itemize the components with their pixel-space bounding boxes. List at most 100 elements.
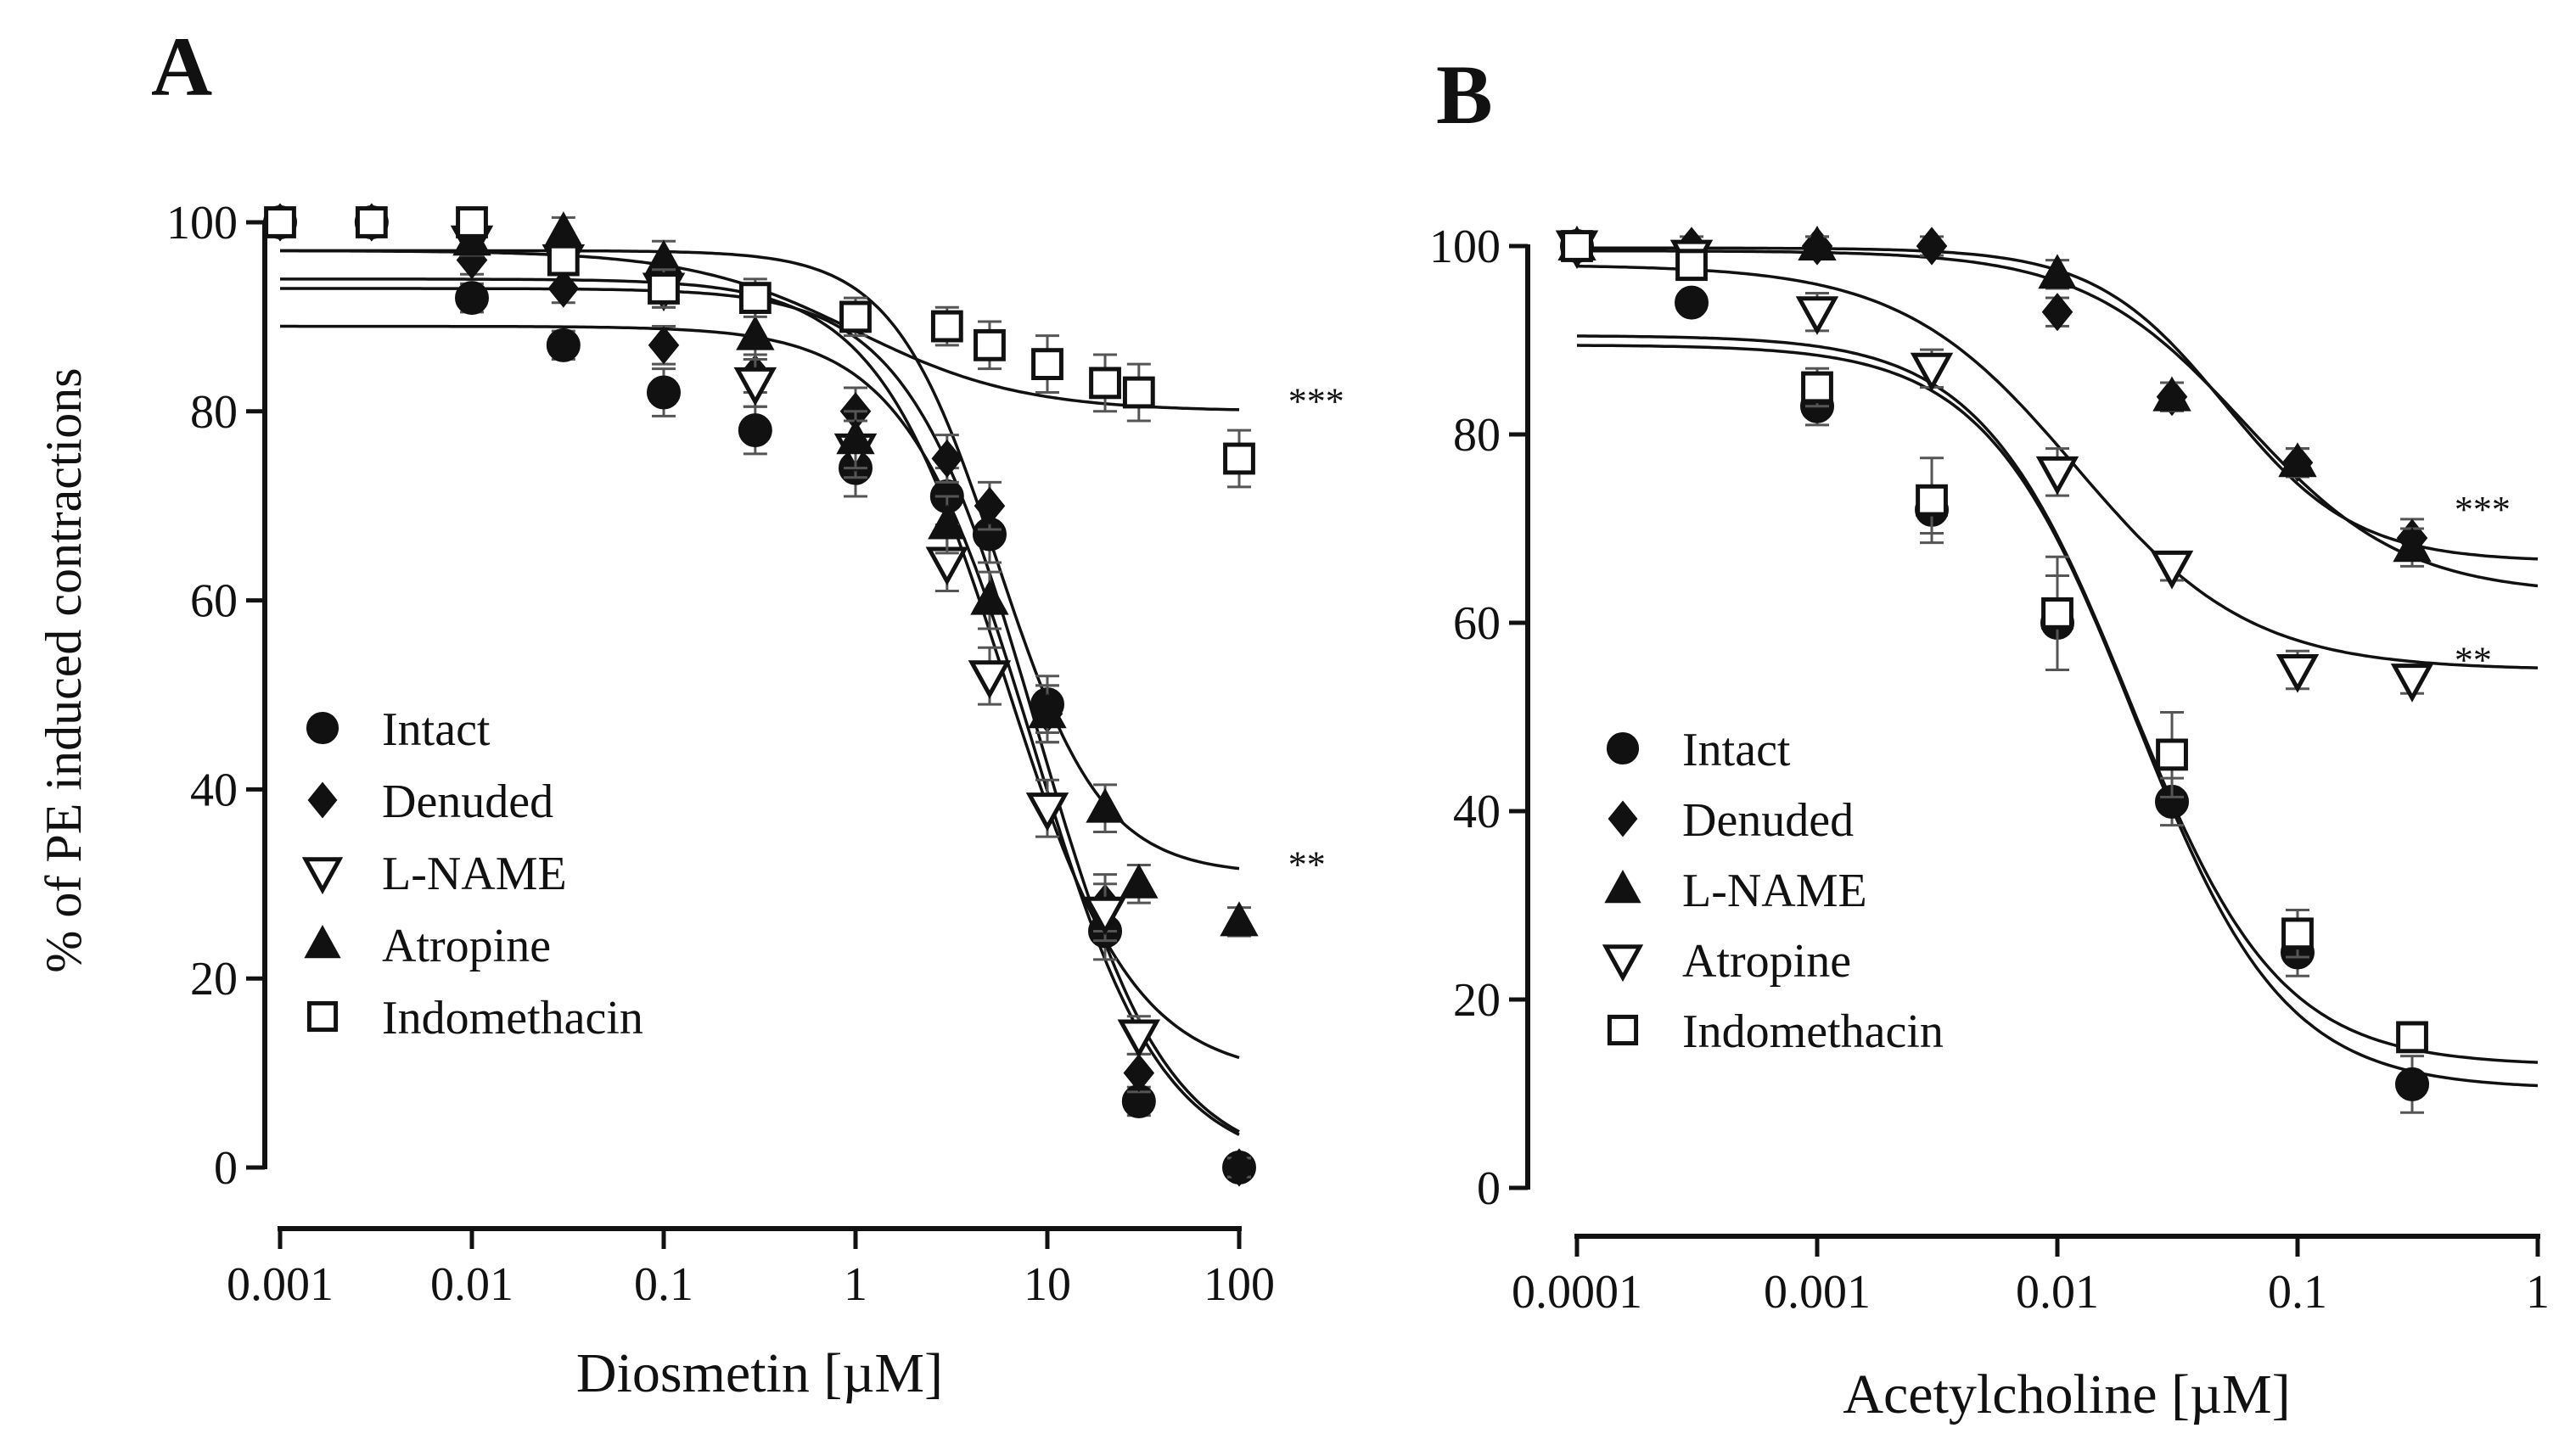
panel-b-fit-curve-intact xyxy=(1576,344,2539,1088)
panel-a-data-point xyxy=(968,660,1012,699)
panel-b-x-tick-label: 0.01 xyxy=(2016,1266,2099,1319)
panel-a-y-tick-label: 80 xyxy=(190,386,238,439)
panel-b-y-tick-label: 60 xyxy=(1453,597,1501,650)
panel-b-legend-label: Atropine xyxy=(1682,935,1851,988)
panel-a-series-indomethacin xyxy=(264,206,1255,489)
panel-a-data-point xyxy=(1089,367,1121,400)
panel-b-data-point xyxy=(1561,230,1593,262)
panel-a-data-point xyxy=(355,206,388,238)
panel-b-x-tick-label: 1 xyxy=(2526,1266,2550,1319)
panel-b-data-point xyxy=(2038,254,2077,289)
panel-b-data-point xyxy=(2393,527,2432,563)
panel-b-legend-marker xyxy=(1607,1014,1639,1046)
panel-a-data-point xyxy=(839,300,872,333)
panel-a-data-point xyxy=(1025,792,1069,832)
panel-b-legend-marker xyxy=(1608,800,1638,837)
panel-b-fit-curve-atropine xyxy=(1576,264,2539,669)
panel-b-legend-marker xyxy=(1602,944,1644,983)
panel-b-legend-label: Indomethacin xyxy=(1682,1005,1944,1058)
panel-b-legend-label: Intact xyxy=(1682,724,1791,776)
panel-a-label: A xyxy=(151,20,212,114)
panel-a-legend: Intact Denuded L-NAME Atropine Indomethacin xyxy=(301,703,643,1044)
panel-a-data-point xyxy=(546,328,581,362)
panel-b-legend: Intact Denuded L-NAME Atropine Indomethacin xyxy=(1602,724,1944,1058)
panel-a-data-point xyxy=(547,269,580,308)
panel-a-legend-marker xyxy=(306,711,339,745)
panel-a-legend-marker xyxy=(307,781,338,819)
panel-a-data-point xyxy=(648,272,680,305)
panel-b-data-point xyxy=(2396,1021,2428,1054)
panel-b-y-tick-label: 0 xyxy=(1477,1162,1501,1215)
panel-b-fit-curve-indomethacin xyxy=(1577,334,2539,1064)
panel-a-data-point xyxy=(648,326,680,365)
panel-a-data-point xyxy=(1119,863,1159,899)
panel-b-data-point xyxy=(1916,484,1948,517)
panel-a-legend-label: Atropine xyxy=(382,920,551,972)
panel-b-label: B xyxy=(1436,48,1493,142)
panel-b-y-tick-label: 40 xyxy=(1453,786,1501,838)
panel-a-y-tick-label: 40 xyxy=(190,764,238,816)
panel-a-legend-label: Intact xyxy=(382,703,491,756)
panel-b-data-point xyxy=(1798,225,1837,260)
panel-a-data-point xyxy=(1086,787,1125,823)
panel-a-data-point xyxy=(647,375,681,410)
panel-a-data-point xyxy=(1031,348,1063,381)
panel-b-x-tick-label: 0.001 xyxy=(1764,1266,1871,1319)
panel-a-data-point xyxy=(1083,896,1127,936)
panel-a-data-point xyxy=(733,367,777,406)
panel-b-data-point xyxy=(1795,296,1839,335)
panel-b-significance-label: ** xyxy=(2455,639,2492,680)
panel-a-x-tick-label: 0.01 xyxy=(430,1258,513,1311)
panel-b-data-point xyxy=(2035,456,2079,496)
panel-a-legend-marker xyxy=(306,1000,339,1033)
panel-a-x-tick-label: 1 xyxy=(844,1258,867,1311)
panel-b-x-axis-title: Acetylcholine [µM] xyxy=(1843,1364,2290,1425)
panel-a-data-point xyxy=(974,328,1006,361)
panel-a-x-tick-label: 10 xyxy=(1024,1258,1071,1311)
panel-b-data-point xyxy=(2150,550,2194,590)
panel-b-y-tick-label: 100 xyxy=(1429,221,1501,273)
panel-a-data-point xyxy=(836,419,875,455)
panel-a-data-point xyxy=(1220,901,1259,937)
panel-a-data-point xyxy=(738,413,772,448)
panel-b-data-point xyxy=(2278,442,2317,478)
panel-b-legend-label: L-NAME xyxy=(1682,865,1867,917)
panel-a-series-atropine xyxy=(452,211,1259,938)
panel-a-y-tick-label: 60 xyxy=(190,575,238,628)
panel-b-data-point xyxy=(2152,376,2191,412)
panel-b-legend-marker xyxy=(1604,870,1641,904)
panel-b-data-point xyxy=(2041,597,2073,630)
panel-a-x-tick-label: 0.001 xyxy=(227,1258,334,1311)
panel-b-data-point xyxy=(1910,352,1954,392)
panel-a-data-point xyxy=(452,221,491,256)
panel-b-y-tick-label: 80 xyxy=(1453,409,1501,462)
panel-a-legend-label: Indomethacin xyxy=(382,992,643,1044)
panel-a-data-point xyxy=(974,486,1006,525)
panel-a-data-point xyxy=(456,206,488,238)
panel-b-data-point xyxy=(2275,654,2320,693)
panel-a-x-tick-label: 100 xyxy=(1204,1258,1275,1311)
panel-a-data-point xyxy=(1223,1148,1255,1187)
panel-a-data-point xyxy=(1117,1019,1161,1059)
panel-a-axes: 0 20 40 60 80 100 0.001 0.01 0.1 1 10 100 xyxy=(166,197,1275,1311)
panel-b-legend-label: Denuded xyxy=(1682,794,1854,847)
panel-a-data-point xyxy=(928,504,967,540)
panel-b-data-point xyxy=(1675,249,1708,282)
panel-a-x-axis-title: Diosmetin [µM] xyxy=(576,1342,943,1404)
panel-b-data-point xyxy=(1801,371,1833,404)
panel-a-data-point xyxy=(547,244,580,277)
panel-b-data-point xyxy=(1916,227,1948,266)
panel-b-y-tick-label: 20 xyxy=(1453,974,1501,1027)
panel-a-legend-label: Denuded xyxy=(382,776,553,828)
panel-a-data-point xyxy=(455,281,489,316)
panel-a-data-point xyxy=(1123,1054,1155,1093)
panel-a-data-point xyxy=(930,310,963,343)
panel-b-series-indomethacin xyxy=(1561,230,2428,1054)
panel-a-data-point xyxy=(970,580,1009,615)
panel-a-data-point xyxy=(264,206,296,238)
panel-a-y-tick-label: 0 xyxy=(214,1142,238,1195)
panel-b-data-point xyxy=(1675,285,1709,320)
panel-b-data-point xyxy=(2281,917,2314,950)
